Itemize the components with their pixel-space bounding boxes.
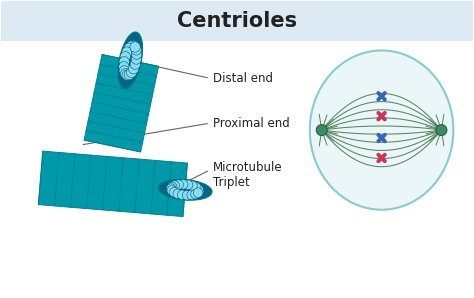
- Circle shape: [177, 190, 187, 200]
- Circle shape: [119, 66, 129, 76]
- Circle shape: [193, 188, 203, 198]
- Circle shape: [169, 187, 179, 197]
- Circle shape: [436, 125, 447, 136]
- Circle shape: [170, 181, 180, 190]
- Polygon shape: [84, 55, 159, 152]
- FancyBboxPatch shape: [0, 1, 474, 41]
- Circle shape: [191, 182, 201, 192]
- Circle shape: [130, 42, 140, 52]
- Circle shape: [124, 69, 135, 80]
- Circle shape: [128, 63, 139, 74]
- Circle shape: [167, 186, 177, 195]
- Circle shape: [120, 69, 131, 79]
- Text: Distal end: Distal end: [213, 72, 273, 85]
- Circle shape: [183, 180, 193, 190]
- Text: Proximal end: Proximal end: [213, 117, 290, 130]
- Circle shape: [166, 184, 176, 193]
- Circle shape: [120, 52, 130, 62]
- Circle shape: [131, 49, 142, 59]
- Circle shape: [187, 190, 197, 200]
- Circle shape: [167, 182, 177, 192]
- Circle shape: [178, 180, 188, 189]
- Circle shape: [188, 181, 197, 191]
- Circle shape: [173, 180, 183, 190]
- Ellipse shape: [158, 179, 212, 200]
- Ellipse shape: [310, 50, 453, 210]
- Circle shape: [194, 186, 204, 196]
- Circle shape: [131, 45, 141, 55]
- Circle shape: [127, 67, 137, 77]
- Polygon shape: [38, 151, 187, 217]
- Circle shape: [122, 70, 132, 80]
- Circle shape: [128, 41, 138, 51]
- Circle shape: [126, 41, 137, 52]
- Ellipse shape: [118, 32, 143, 89]
- Circle shape: [316, 125, 327, 136]
- Circle shape: [131, 54, 142, 64]
- Circle shape: [119, 57, 129, 67]
- Circle shape: [193, 184, 203, 194]
- Text: Centrioles: Centrioles: [177, 11, 297, 31]
- Circle shape: [122, 47, 132, 57]
- Circle shape: [173, 189, 182, 199]
- Circle shape: [124, 43, 134, 54]
- Circle shape: [118, 62, 129, 72]
- Circle shape: [130, 59, 140, 69]
- Circle shape: [191, 189, 201, 199]
- Text: Microtubule
Triplet: Microtubule Triplet: [213, 161, 283, 189]
- Circle shape: [182, 190, 192, 200]
